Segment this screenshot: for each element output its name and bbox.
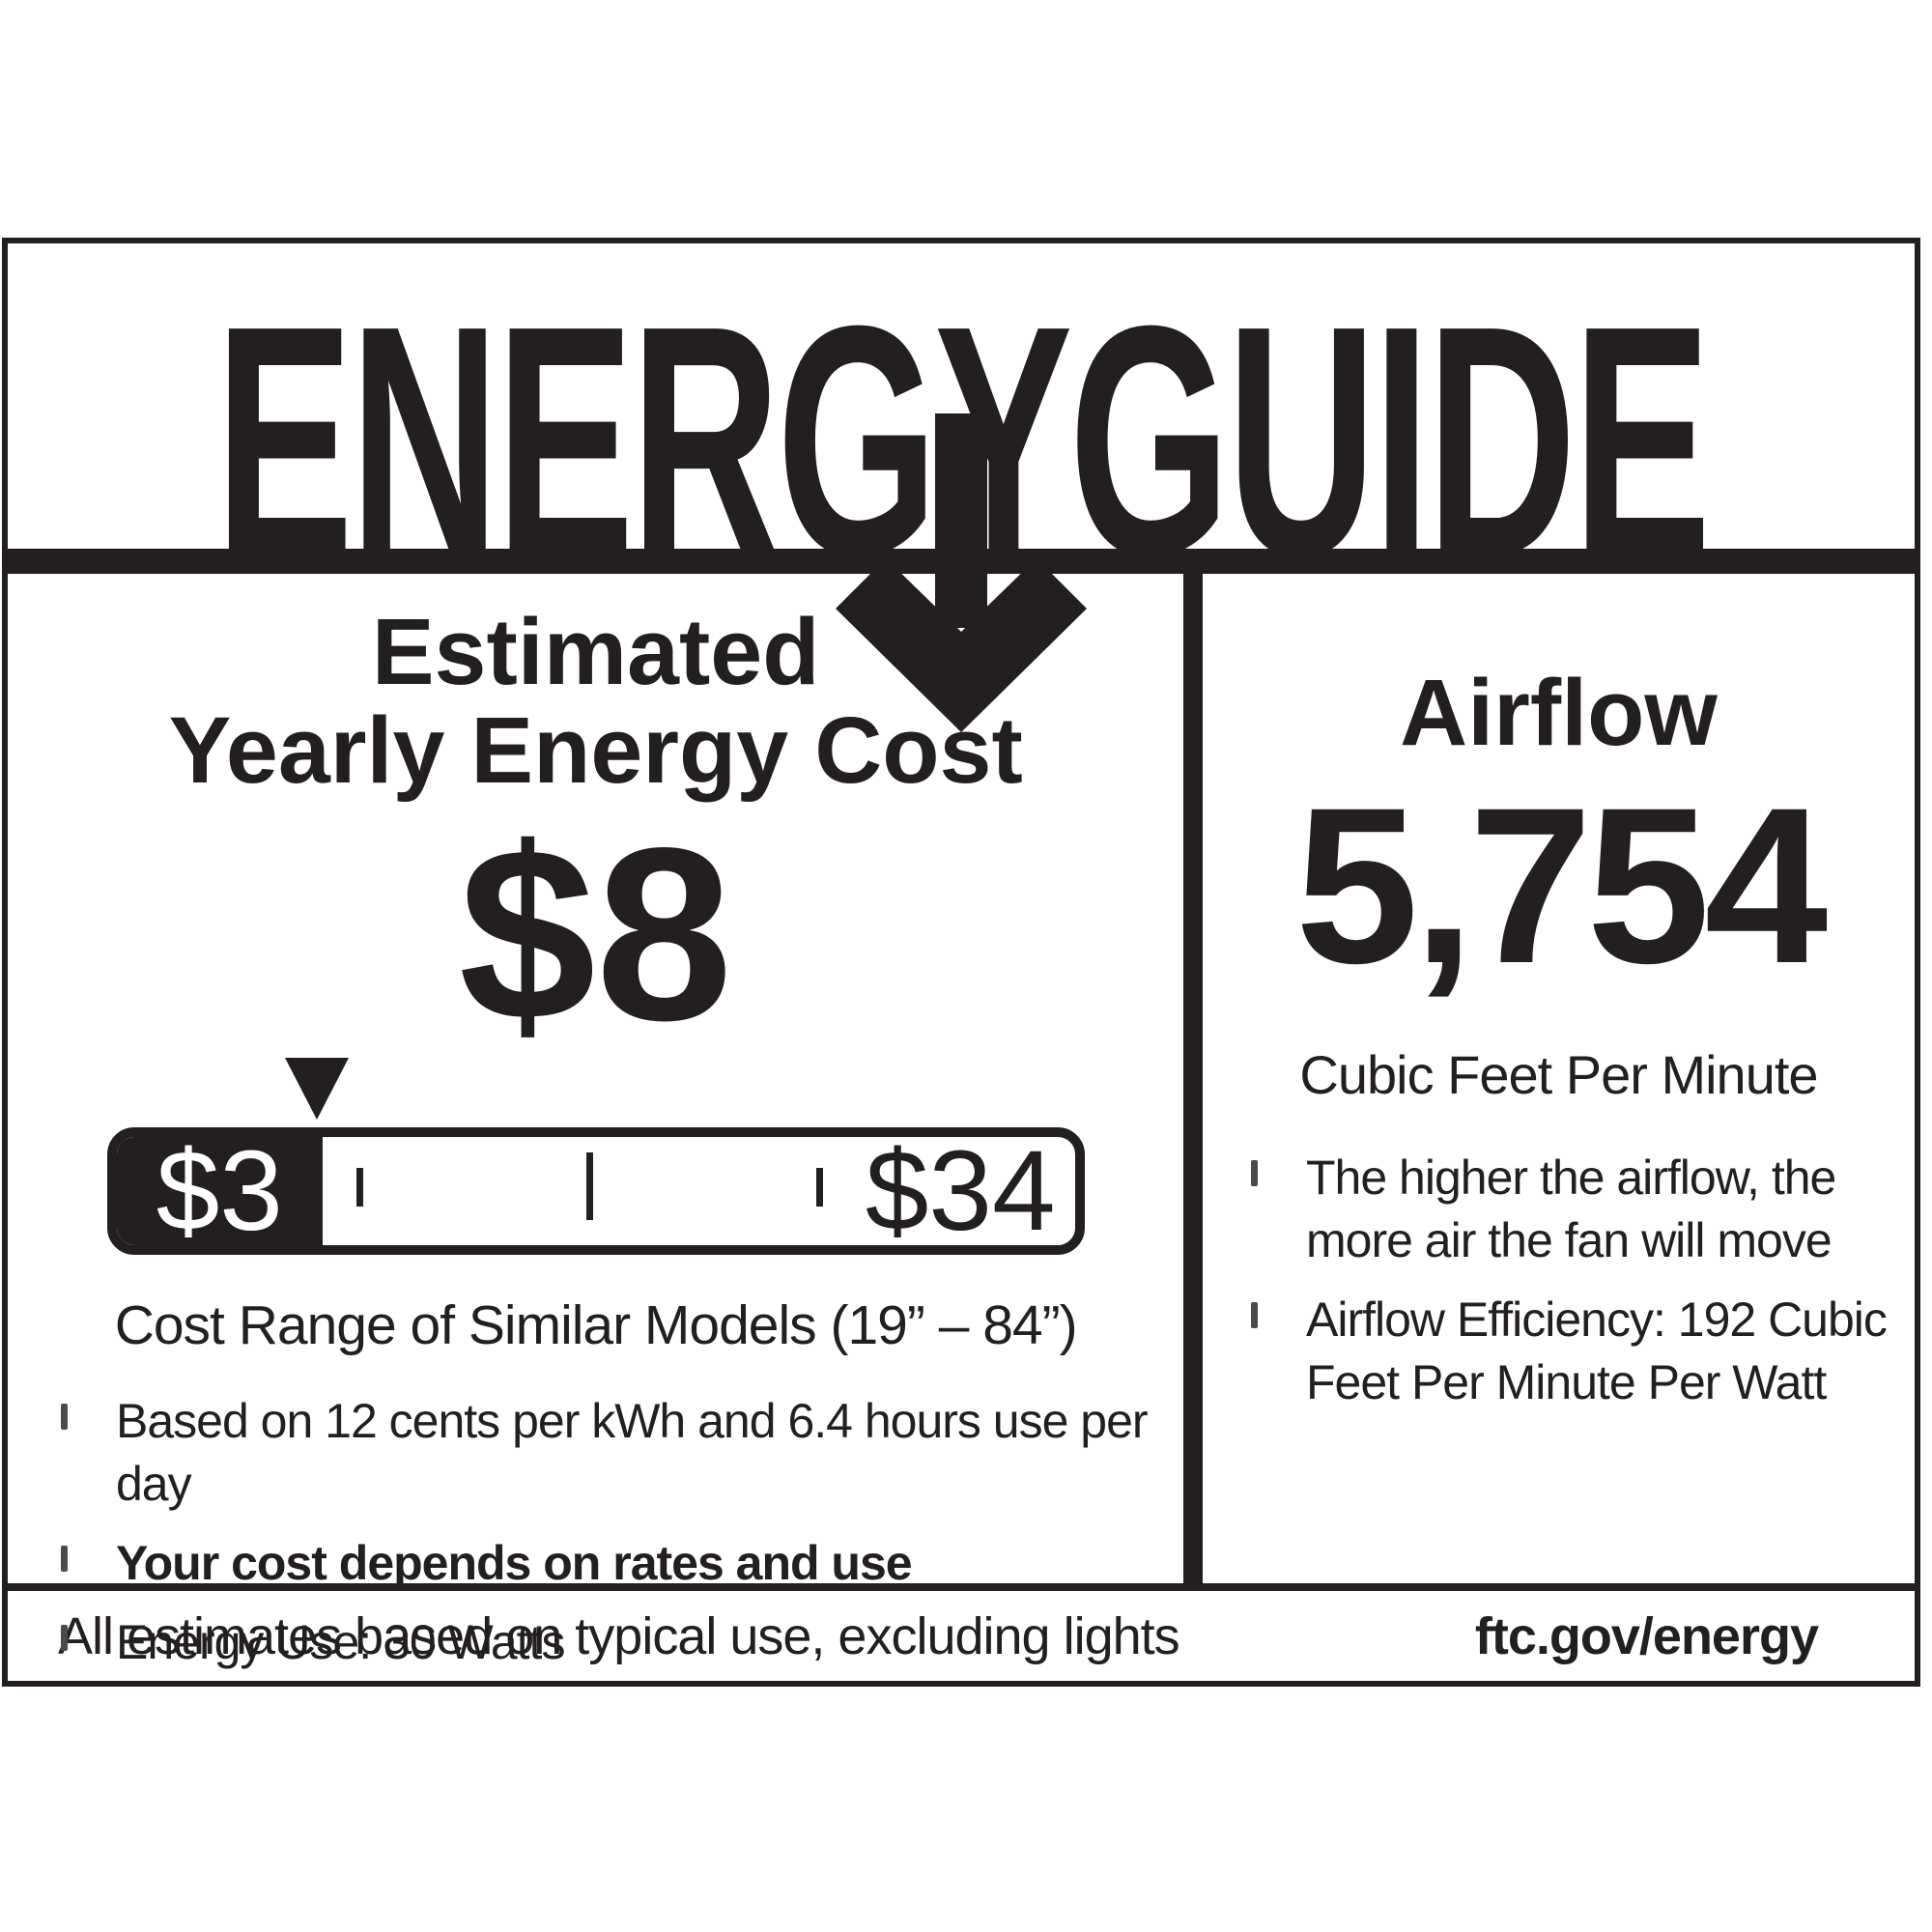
airflow-notes-list: The higher the airflow, the more air the…: [1203, 1147, 1915, 1414]
label-footer: All estimates based on typical use, excl…: [8, 1591, 1915, 1681]
list-item: Based on 12 cents per kWh and 6.4 hours …: [61, 1390, 1183, 1516]
range-tick-icon: [585, 1152, 593, 1220]
column-divider: [1183, 574, 1203, 1583]
cost-range-bar: $3 $34: [106, 1126, 1085, 1255]
list-item: Energy Use: 30 Watts: [61, 1611, 1183, 1674]
footer-divider: [8, 1583, 1915, 1591]
cost-notes-list: Based on 12 cents per kWh and 6.4 hours …: [8, 1390, 1183, 1674]
airflow-section: Airflow 5,754 Cubic Feet Per Minute The …: [1203, 574, 1915, 1583]
yearly-energy-cost-line: Yearly Energy Cost: [168, 696, 1023, 803]
cost-range-fill: $3: [116, 1136, 323, 1245]
cost-range-bar-wrap: $3 $34: [106, 1057, 1085, 1255]
footer-disclaimer: All estimates based on typical use, excl…: [58, 1606, 1180, 1665]
section-title: Estimated Yearly Energy Cost: [8, 574, 1183, 800]
range-max-label: $34: [865, 1126, 1056, 1255]
dash-bullet-icon: [1251, 1302, 1258, 1328]
dash-bullet-icon: [61, 1545, 68, 1572]
range-tick-icon: [355, 1168, 363, 1208]
estimated-line: Estimated: [371, 599, 820, 704]
energy-use-note: Energy Use: 30 Watts: [116, 1614, 565, 1669]
range-tick-icon: [815, 1168, 823, 1208]
dash-bullet-icon: [61, 1624, 68, 1651]
airflow-value: 5,754: [1294, 761, 1829, 1009]
airflow-efficiency-note: Airflow Efficiency: 192 Cubic Feet Per M…: [1306, 1293, 1888, 1409]
down-arrow-icon: [836, 413, 1087, 732]
rate-assumption-note: Based on 12 cents per kWh and 6.4 hours …: [116, 1393, 1149, 1511]
list-item: Your cost depends on rates and use: [61, 1532, 1183, 1595]
airflow-explanation-note: The higher the airflow, the more air the…: [1306, 1151, 1836, 1267]
list-item: The higher the airflow, the more air the…: [1251, 1147, 1915, 1272]
airflow-title: Airflow: [1400, 660, 1718, 765]
ftc-url: ftc.gov/energy: [1474, 1606, 1819, 1665]
airflow-unit: Cubic Feet Per Minute: [1299, 1044, 1818, 1105]
cost-depends-note: Your cost depends on rates and use: [116, 1535, 913, 1590]
yearly-cost-value: $8: [458, 796, 733, 1072]
dash-bullet-icon: [61, 1403, 68, 1430]
dash-bullet-icon: [1251, 1160, 1258, 1186]
range-min-label: $3: [156, 1126, 283, 1255]
range-caption: Cost Range of Similar Models (19” – 84”): [114, 1293, 1078, 1356]
energy-cost-section: Estimated Yearly Energy Cost $8 $3 $34: [8, 574, 1183, 1669]
label-body: Estimated Yearly Energy Cost $8 $3 $34: [8, 574, 1915, 1669]
list-item: Airflow Efficiency: 192 Cubic Feet Per M…: [1251, 1289, 1915, 1414]
cost-marker-icon: [285, 1057, 350, 1120]
